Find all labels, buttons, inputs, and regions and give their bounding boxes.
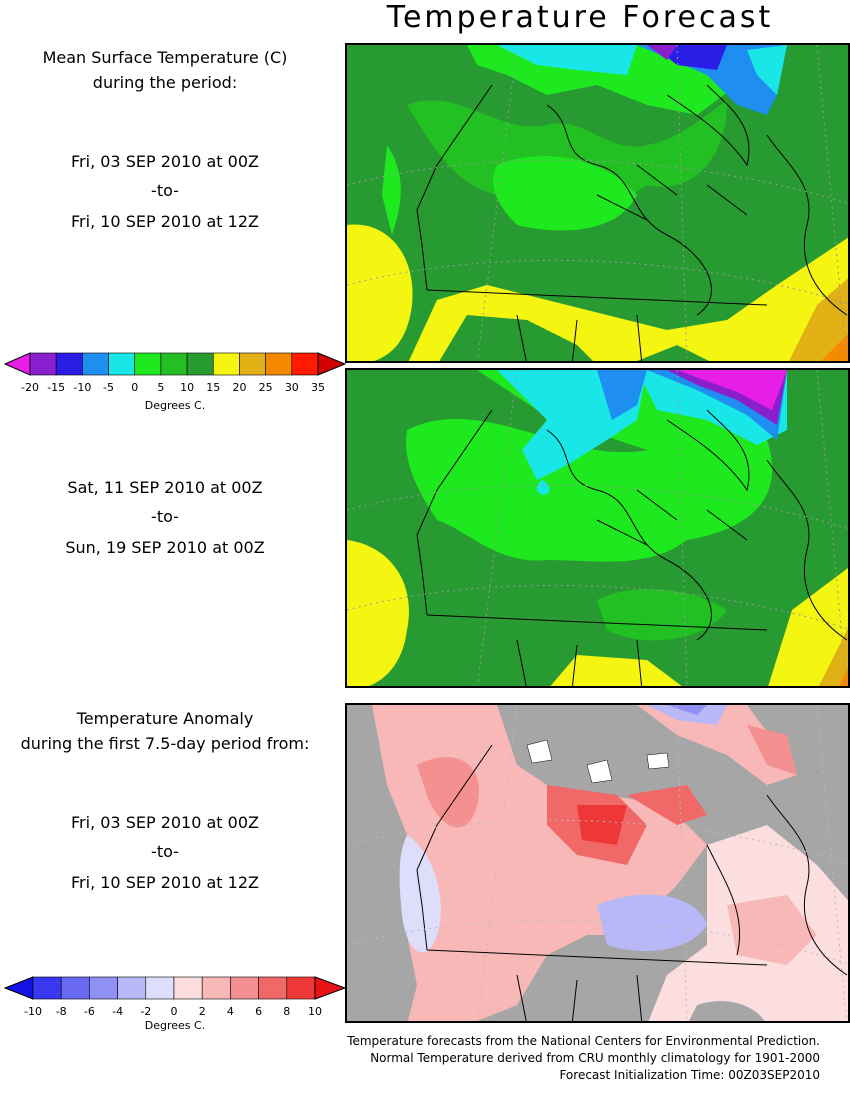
anomaly-colorbar-tick-label: -6 — [83, 1005, 95, 1018]
temperature-colorbar-high-arrow — [317, 352, 347, 376]
temperature-colorbar-low-arrow — [3, 352, 31, 376]
temperature-colorbar-tick-label: 25 — [258, 381, 273, 394]
anomaly-colorbar-swatch — [201, 976, 231, 1000]
anomaly-colorbar-low-arrow — [3, 976, 34, 1000]
panel3-start-time: Fri, 03 SEP 2010 at 00Z — [71, 813, 259, 832]
temperature-colorbar-swatch — [160, 352, 188, 376]
temperature-colorbar-tick-label: 10 — [180, 381, 195, 394]
anomaly-colorbar-tick-label: -10 — [24, 1005, 42, 1018]
anomaly-colorbar-tick-label: -8 — [55, 1005, 67, 1018]
temperature-colorbar-swatch — [212, 352, 240, 376]
anomaly-colorbar-tick-label: 2 — [198, 1005, 206, 1018]
temperature-colorbar-tick-label: -20 — [21, 381, 39, 394]
anomaly-colorbar-swatch — [258, 976, 288, 1000]
panel1-separator: -to- — [151, 181, 179, 200]
anomaly-colorbar-tick-label: -2 — [140, 1005, 152, 1018]
panel2-end-time: Sun, 19 SEP 2010 at 00Z — [65, 538, 265, 557]
panel3-end-time: Fri, 10 SEP 2010 at 12Z — [71, 873, 259, 892]
temperature-colorbar: -20 -15 -10 -5 0 5 10 15 20 25 30 35 Degrees C. — [3, 349, 347, 414]
anomaly-colorbar-swatch — [117, 976, 147, 1000]
panel1-end-time: Fri, 10 SEP 2010 at 12Z — [71, 212, 259, 231]
anomaly-colorbar-swatch — [32, 976, 62, 1000]
anomaly-colorbar-swatch — [145, 976, 175, 1000]
anomaly-colorbar-swatch — [89, 976, 118, 1000]
anomaly-colorbar-tick-label: 4 — [226, 1005, 234, 1018]
panel3-heading-line1: Temperature Anomaly — [76, 709, 254, 728]
anomaly-colorbar-swatch — [286, 976, 316, 1000]
temperature-colorbar-tick-label: -10 — [73, 381, 92, 394]
panel1-heading-line1: Mean Surface Temperature (C) — [42, 48, 288, 67]
temperature-colorbar-tick-label: 15 — [206, 381, 221, 394]
temperature-colorbar-swatch — [55, 352, 83, 376]
temperature-colorbar-unit: Degrees C. — [144, 399, 206, 412]
anomaly-colorbar-tick-label: -4 — [112, 1005, 124, 1018]
page-title: Temperature Forecast — [386, 0, 774, 35]
temperature-colorbar-tick-label: 30 — [284, 381, 299, 394]
temperature-colorbar-tick-label: 35 — [311, 381, 325, 394]
anomaly-colorbar-tick-label: 6 — [255, 1005, 263, 1018]
forecast-map-week2 — [345, 368, 850, 688]
temperature-colorbar-swatch — [29, 352, 57, 376]
footer-line3: Forecast Initialization Time: 00Z03SEP20… — [559, 1068, 820, 1082]
anomaly-colorbar-tick-label: 0 — [170, 1005, 178, 1018]
anomaly-map — [345, 703, 850, 1023]
panel2-start-time: Sat, 11 SEP 2010 at 00Z — [67, 478, 263, 497]
temperature-colorbar-swatch — [82, 352, 109, 376]
temperature-colorbar-swatch — [265, 352, 293, 376]
anomaly-colorbar-tick-label: 8 — [283, 1005, 291, 1018]
anomaly-colorbar-high-arrow — [314, 976, 347, 1000]
temperature-colorbar-swatch — [108, 352, 136, 376]
temperature-colorbar-swatch — [186, 352, 214, 376]
temperature-colorbar-tick-label: 0 — [131, 381, 139, 394]
panel1-start-time: Fri, 03 SEP 2010 at 00Z — [71, 152, 259, 171]
temperature-colorbar-swatch — [239, 352, 266, 376]
panel3-separator: -to- — [151, 842, 179, 861]
panel3-heading-line2: during the first 7.5-day period from: — [20, 734, 310, 753]
footer-credits: Temperature forecasts from the National … — [260, 1033, 820, 1084]
anomaly-colorbar: -10 -8 -6 -4 -2 0 2 4 6 8 10 Degrees C. — [3, 973, 347, 1038]
temperature-colorbar-tick-label: -15 — [47, 381, 66, 394]
anomaly-colorbar-unit: Degrees C. — [144, 1019, 206, 1032]
temperature-colorbar-tick-label: 20 — [232, 381, 247, 394]
panel2-separator: -to- — [151, 507, 179, 526]
temperature-colorbar-tick-label: 5 — [157, 381, 165, 394]
forecast-map-week1 — [345, 43, 850, 363]
anomaly-colorbar-swatch — [173, 976, 203, 1000]
anomaly-colorbar-swatch — [230, 976, 259, 1000]
temperature-colorbar-swatch — [291, 352, 319, 376]
temperature-colorbar-swatch — [134, 352, 162, 376]
panel1-heading-line2: during the period: — [92, 73, 238, 92]
temperature-colorbar-tick-label: -5 — [103, 381, 115, 394]
anomaly-colorbar-tick-label: 10 — [308, 1005, 322, 1018]
anomaly-colorbar-swatch — [60, 976, 90, 1000]
footer-line2: Normal Temperature derived from CRU mont… — [370, 1051, 820, 1065]
footer-line1: Temperature forecasts from the National … — [347, 1034, 820, 1048]
